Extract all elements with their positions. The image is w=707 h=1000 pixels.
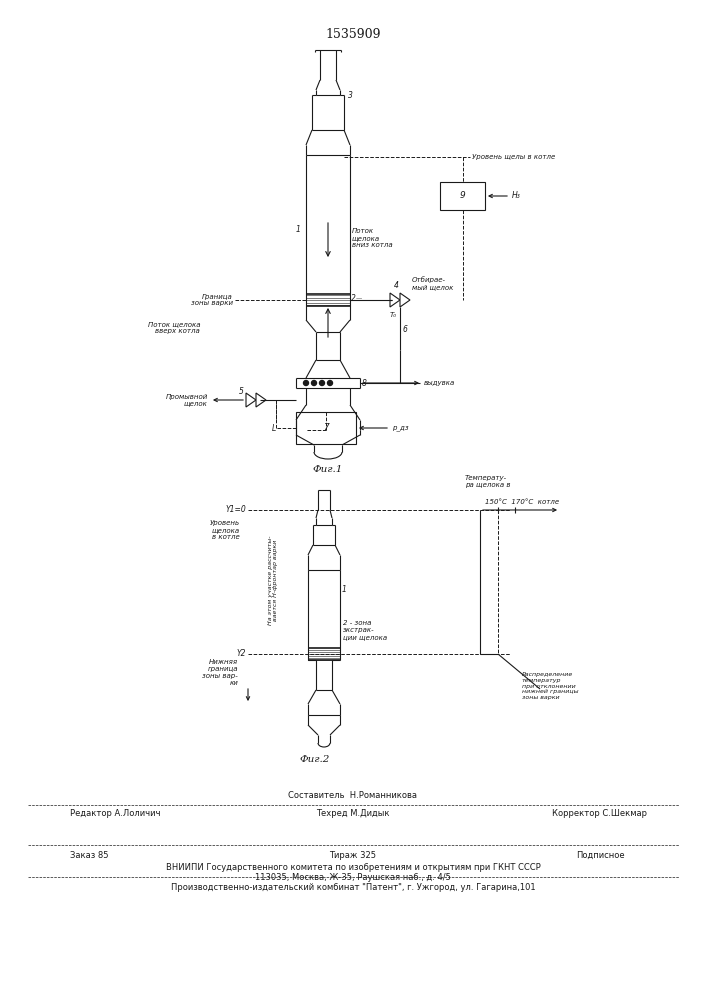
Text: Отбирае-
мый щелок: Отбирае- мый щелок — [412, 276, 453, 290]
Text: Температу-
ра щелока в: Температу- ра щелока в — [465, 475, 510, 488]
Circle shape — [303, 380, 308, 385]
Bar — [296, 412, 356, 444]
Circle shape — [327, 380, 332, 385]
Text: 1: 1 — [295, 226, 300, 234]
Text: T₀: T₀ — [390, 312, 397, 318]
Text: Распределение
температур
при отклонении
нижней границы
зоны варки: Распределение температур при отклонении … — [522, 672, 578, 700]
Text: Техред М.Дидык: Техред М.Дидык — [316, 808, 390, 818]
Text: Производственно-издательский комбинат "Патент", г. Ужгород, ул. Гагарина,101: Производственно-издательский комбинат "П… — [170, 884, 535, 892]
Text: Корректор С.Шекмар: Корректор С.Шекмар — [552, 808, 648, 818]
Text: 150°С  170°С  котле: 150°С 170°С котле — [485, 499, 559, 505]
Text: 113035, Москва, Ж-35, Раушская наб., д. 4/5: 113035, Москва, Ж-35, Раушская наб., д. … — [255, 872, 451, 882]
Polygon shape — [400, 293, 410, 307]
Text: Фиг.1: Фиг.1 — [312, 466, 343, 475]
Text: 1: 1 — [342, 585, 347, 594]
Text: 1535909: 1535909 — [325, 27, 381, 40]
Text: Уровень щелы в котле: Уровень щелы в котле — [472, 154, 555, 160]
Text: На этом участке рассчиты-
вается Н-фронтар варки: На этом участке рассчиты- вается Н-фронт… — [268, 535, 279, 625]
Text: Поток
щелока
вниз котла: Поток щелока вниз котла — [352, 228, 392, 248]
Bar — [440, 182, 485, 210]
Text: 4: 4 — [394, 281, 399, 290]
Text: Заказ 85: Заказ 85 — [70, 850, 108, 859]
Polygon shape — [256, 393, 266, 407]
Text: Поток щелока
вверх котла: Поток щелока вверх котла — [148, 322, 200, 334]
Text: 6: 6 — [403, 326, 408, 334]
Text: ВНИИПИ Государственного комитета по изобретениям и открытиям при ГКНТ СССР: ВНИИПИ Государственного комитета по изоб… — [165, 862, 540, 871]
Circle shape — [320, 380, 325, 385]
Polygon shape — [246, 393, 256, 407]
Text: L: L — [272, 424, 276, 433]
Text: Фиг.2: Фиг.2 — [300, 756, 330, 764]
Circle shape — [312, 380, 317, 385]
Text: Подписное: Подписное — [575, 850, 624, 859]
Text: Редактор А.Лоличич: Редактор А.Лоличич — [70, 808, 160, 818]
Text: 8: 8 — [362, 378, 367, 387]
Text: Уровень
щелока
в котле: Уровень щелока в котле — [210, 520, 240, 540]
Text: 7: 7 — [323, 424, 329, 432]
Text: 9: 9 — [460, 192, 465, 200]
Polygon shape — [390, 293, 400, 307]
Text: Составитель  Н.Романникова: Составитель Н.Романникова — [288, 790, 418, 800]
Text: Промывной
щелок: Промывной щелок — [165, 393, 208, 406]
Text: Y1=0: Y1=0 — [226, 506, 246, 514]
Text: 2 - зона
экстрак-
ции щелока: 2 - зона экстрак- ции щелока — [343, 620, 387, 640]
Text: Тираж 325: Тираж 325 — [329, 850, 377, 859]
Text: 2: 2 — [351, 294, 356, 303]
Text: р_дз: р_дз — [392, 425, 409, 431]
Text: H₃: H₃ — [512, 192, 521, 200]
Text: Y2: Y2 — [237, 650, 246, 658]
Text: —: — — [356, 296, 362, 301]
Text: Нижняя
граница
зоны вар-
ки: Нижняя граница зоны вар- ки — [202, 659, 238, 686]
Text: выдувка: выдувка — [424, 380, 455, 386]
Text: 3: 3 — [348, 91, 353, 100]
Text: Граница
зоны варки: Граница зоны варки — [191, 294, 233, 306]
Text: 5: 5 — [239, 387, 244, 396]
